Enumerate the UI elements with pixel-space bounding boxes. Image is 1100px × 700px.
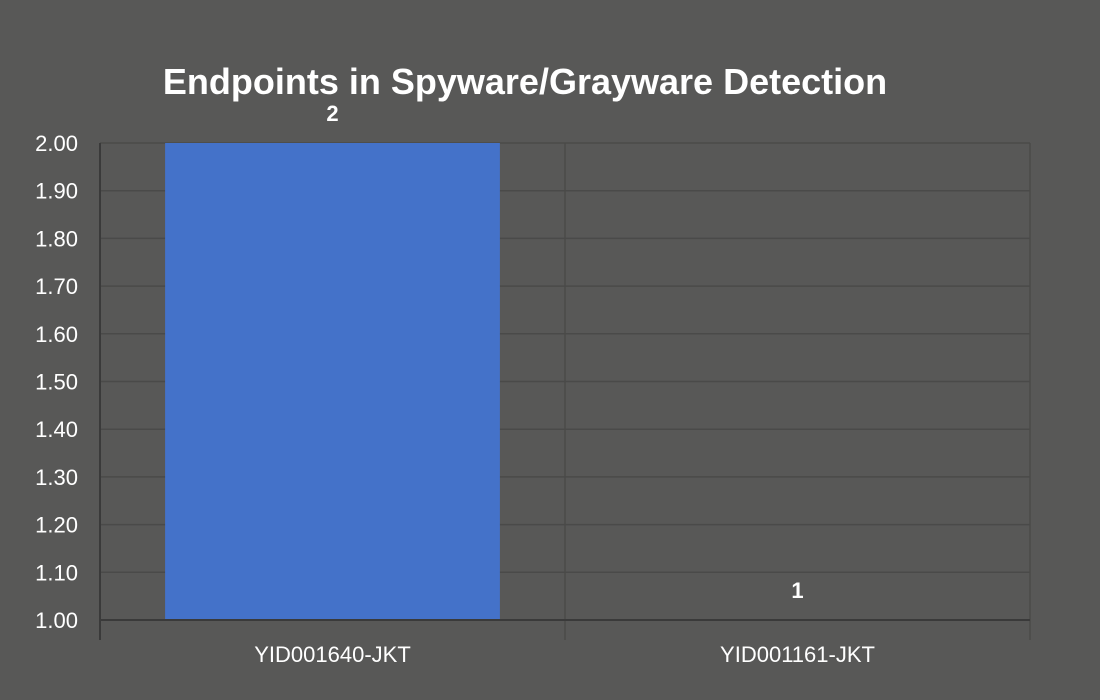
y-tick-label: 1.00 (35, 608, 78, 633)
y-tick-label: 1.40 (35, 417, 78, 442)
y-tick-label: 1.70 (35, 274, 78, 299)
y-tick-label: 1.80 (35, 226, 78, 251)
labels: 1.00 1.10 1.20 1.30 1.40 1.50 1.60 1.70 1.80 1.90… (35, 101, 875, 667)
bar-yid001640-jkt (165, 143, 500, 620)
data-label: 2 (326, 101, 338, 126)
y-tick-label: 1.60 (35, 322, 78, 347)
chart-title: Endpoints in Spyware/Grayware Detection (162, 61, 888, 102)
x-tick-label: YID001161-JKT (720, 642, 875, 667)
y-tick-label: 1.10 (35, 560, 78, 585)
y-tick-label: 1.30 (35, 465, 78, 490)
data-label: 1 (791, 578, 803, 603)
axes (99, 143, 1030, 640)
bars (165, 143, 500, 620)
y-tick-label: 2.00 (35, 131, 78, 156)
x-tick-label: YID001640-JKT (254, 642, 411, 667)
y-tick-label: 1.50 (35, 370, 78, 395)
y-tick-label: 1.90 (35, 179, 78, 204)
y-tick-label: 1.20 (35, 513, 78, 538)
